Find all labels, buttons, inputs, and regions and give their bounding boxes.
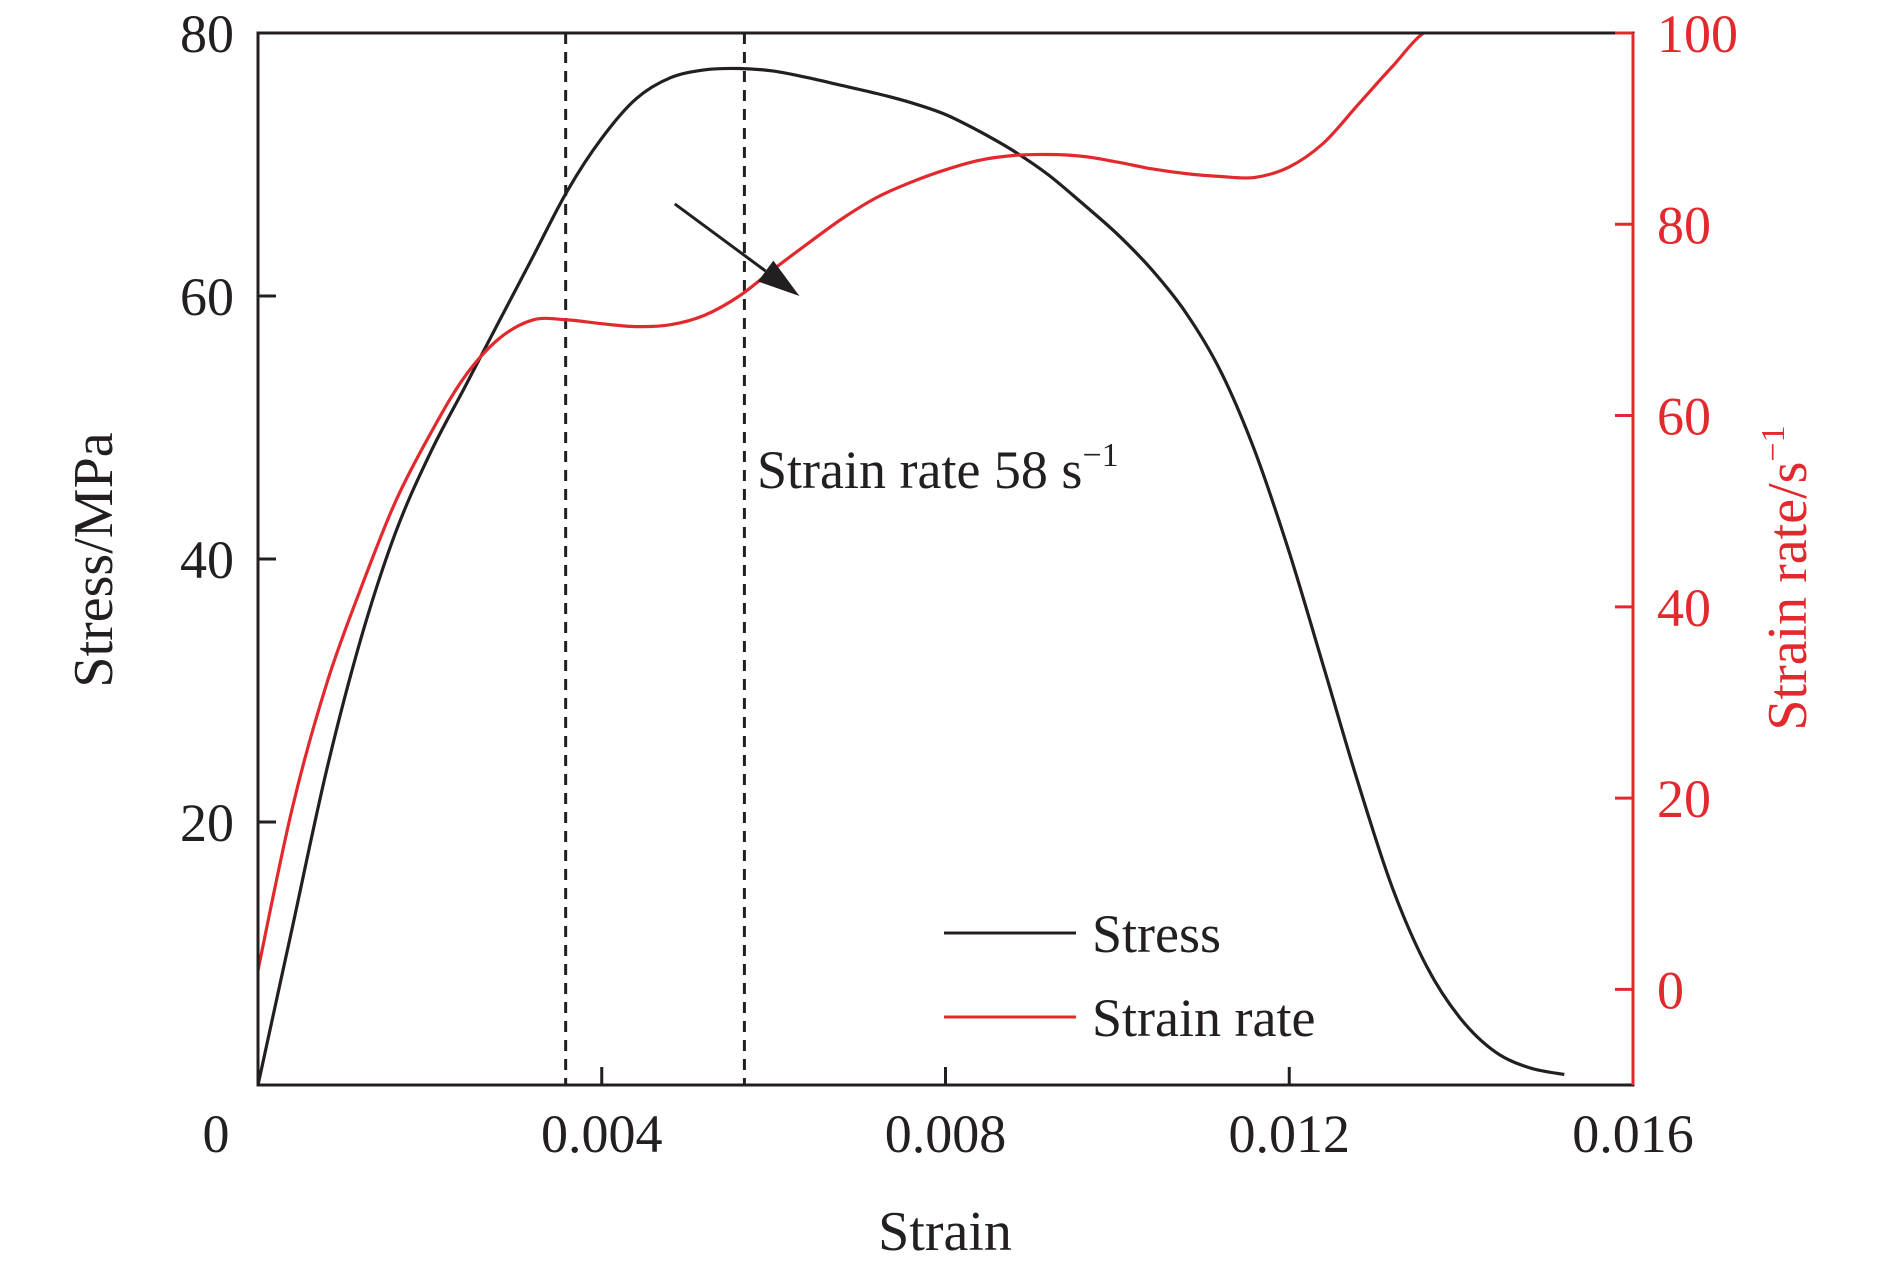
annotation-sup: −1 <box>1082 437 1118 474</box>
y-left-tick-label: 20 <box>180 793 234 853</box>
x-tick-label: 0.008 <box>885 1104 1007 1164</box>
series-line-stress <box>258 66 1565 1085</box>
y-right-tick-label: 80 <box>1657 195 1711 255</box>
series-line-strain-rate <box>258 33 1427 971</box>
y-right-axis-title-sup: −1 <box>1755 425 1792 461</box>
y-left-tick-label: 80 <box>180 4 234 64</box>
reference-lines <box>564 33 746 1085</box>
annotation-arrowhead <box>757 260 800 296</box>
x-tick-label: 0 <box>203 1104 230 1164</box>
x-tick-labels: 0 0.004 0.008 0.012 0.016 <box>203 1104 1694 1164</box>
plot-frame <box>256 31 1635 1087</box>
x-tick-label: 0.004 <box>541 1104 663 1164</box>
y-right-tick-label: 60 <box>1657 387 1711 447</box>
y-left-tick-label: 60 <box>180 267 234 327</box>
legend-label-strain-rate: Strain rate <box>1092 988 1315 1048</box>
y-right-tick-label: 100 <box>1657 4 1738 64</box>
x-tick-label: 0.012 <box>1229 1104 1351 1164</box>
tick-marks <box>258 31 1633 1085</box>
y-right-tick-labels: 0 20 40 60 80 100 <box>1657 4 1738 1020</box>
x-axis-title: Strain <box>878 1201 1012 1263</box>
y-right-tick-label: 40 <box>1657 578 1711 638</box>
legend: Stress Strain rate <box>944 904 1315 1048</box>
y-left-axis-title: Stress/MPa <box>63 432 125 687</box>
y-right-axis-title-text: Strain rate/s <box>1757 462 1819 731</box>
series-layer <box>258 33 1565 1085</box>
annotation-text: Strain rate 58 s−1 <box>757 437 1119 500</box>
x-tick-label: 0.016 <box>1572 1104 1694 1164</box>
y-left-tick-label: 40 <box>180 530 234 590</box>
y-right-tick-label: 20 <box>1657 769 1711 829</box>
annotation: Strain rate 58 s−1 <box>673 202 1119 500</box>
y-right-tick-label: 0 <box>1657 960 1684 1020</box>
annotation-arrow-shaft <box>673 202 767 273</box>
legend-label-stress: Stress <box>1092 904 1221 964</box>
annotation-label: Strain rate 58 s <box>757 440 1082 500</box>
y-right-axis-title: Strain rate/s−1 <box>1755 425 1819 730</box>
y-left-tick-labels: 20 40 60 80 <box>180 4 234 853</box>
